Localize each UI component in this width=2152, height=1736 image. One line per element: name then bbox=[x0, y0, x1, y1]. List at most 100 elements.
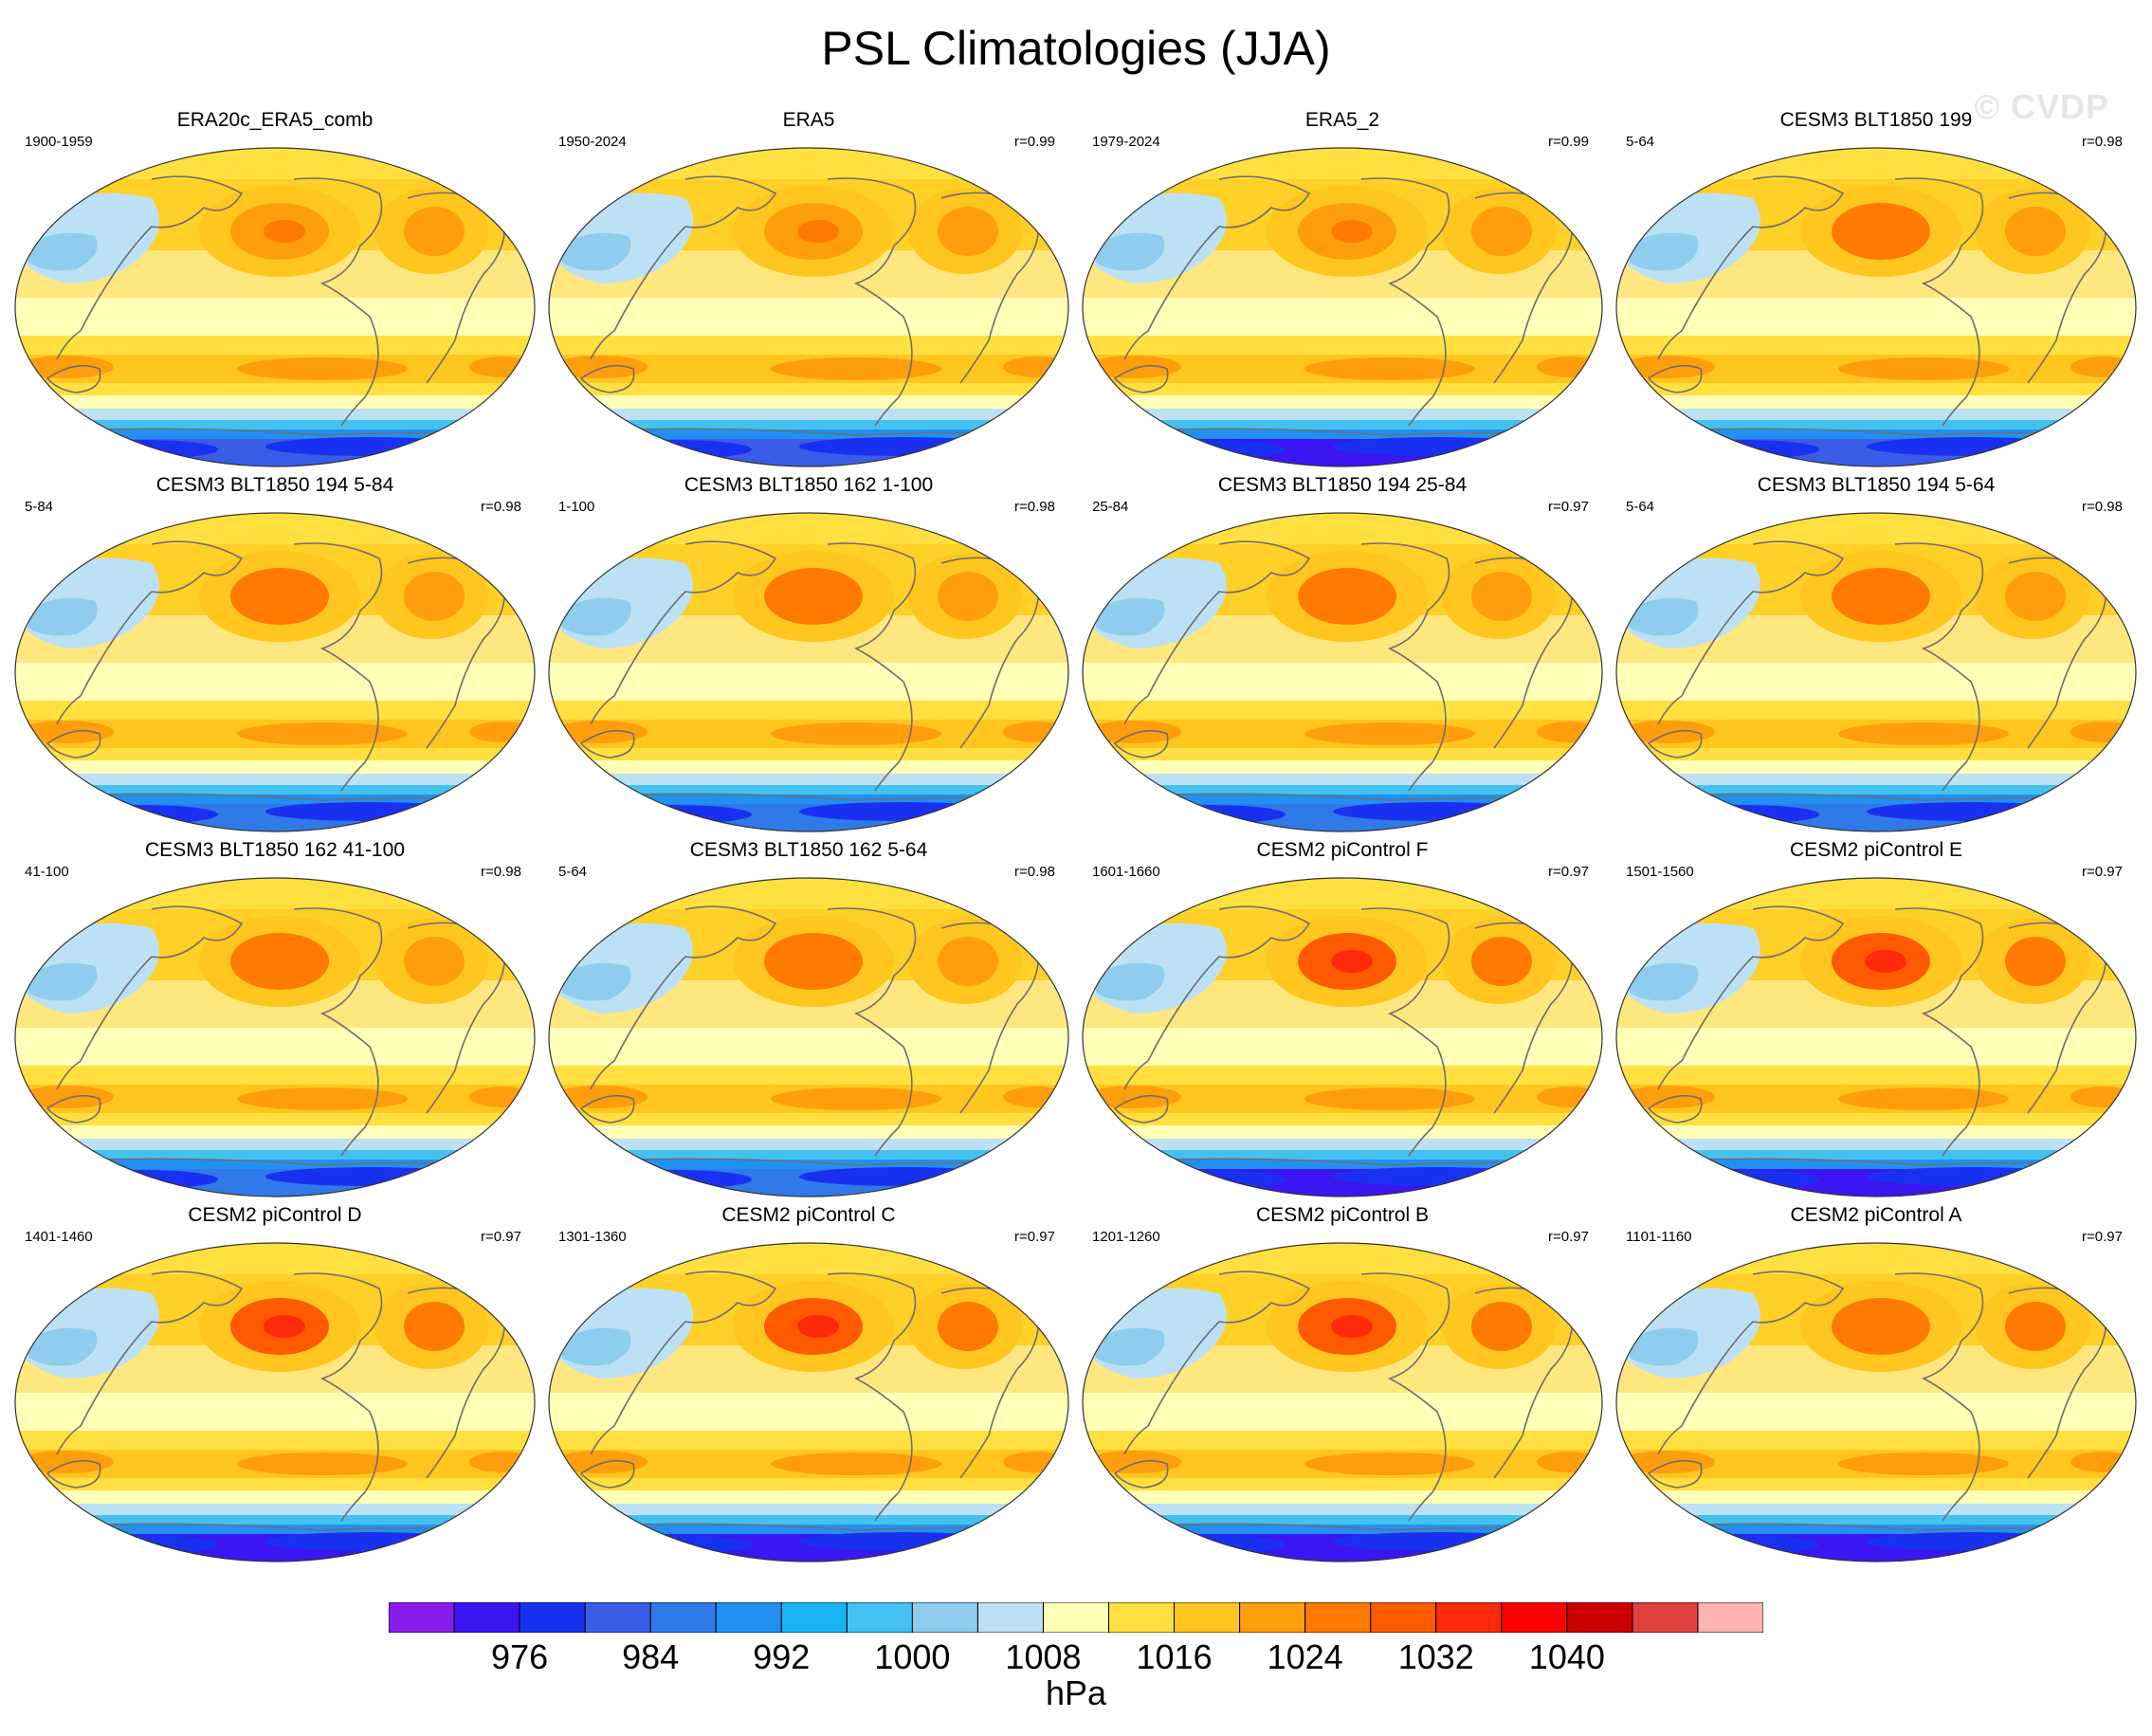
panel-title: CESM3 BLT1850 194 5-64 bbox=[1757, 474, 1996, 496]
panel-pattern-correlation: r=0.99 bbox=[1014, 134, 1055, 150]
map-panel: ERA20c_ERA5_comb 1900-1959 bbox=[9, 109, 540, 481]
colorbar-swatch bbox=[780, 1602, 848, 1633]
panel-pattern-correlation: r=0.98 bbox=[481, 864, 521, 880]
psl-map bbox=[14, 877, 536, 1197]
colorbar-tick-label: 1024 bbox=[1267, 1637, 1343, 1676]
map-panel: CESM3 BLT1850 194 5-64 5-64 r=0.98 bbox=[1611, 474, 2142, 846]
colorbar-tick-label: 984 bbox=[622, 1637, 680, 1676]
panel-year-range: 1401-1460 bbox=[25, 1229, 93, 1245]
panel-year-range: 5-84 bbox=[25, 499, 54, 515]
panel-year-range: 1950-2024 bbox=[558, 134, 627, 150]
panel-title: ERA5_2 bbox=[1304, 109, 1380, 131]
map-panel: CESM3 BLT1850 194 25-84 25-84 r=0.97 bbox=[1077, 474, 1608, 846]
panel-title: ERA5 bbox=[782, 109, 835, 131]
panel-year-range: 25-84 bbox=[1092, 499, 1129, 515]
psl-map bbox=[1615, 877, 2137, 1197]
panel-year-range: 1101-1160 bbox=[1626, 1229, 1692, 1245]
colorbar-swatch bbox=[584, 1602, 651, 1633]
map-panel: CESM2 piControl A 1101-1160 r=0.97 bbox=[1611, 1204, 2142, 1576]
panel-pattern-correlation: r=0.97 bbox=[481, 1229, 521, 1245]
panel-title: CESM2 piControl E bbox=[1789, 839, 1963, 861]
panel-pattern-correlation: r=0.98 bbox=[2082, 499, 2123, 515]
panel-year-range: 1601-1660 bbox=[1092, 864, 1160, 880]
colorbar-tick-label: 992 bbox=[753, 1637, 811, 1676]
colorbar-tick-label: 1040 bbox=[1528, 1637, 1605, 1676]
colorbar-swatch bbox=[976, 1602, 1044, 1633]
psl-map bbox=[548, 1242, 1069, 1562]
panel-title: CESM3 BLT1850 162 1-100 bbox=[684, 474, 934, 496]
panel-year-range: 5-64 bbox=[1626, 499, 1655, 515]
panel-title: CESM2 piControl B bbox=[1255, 1204, 1430, 1226]
panel-title: CESM3 BLT1850 162 41-100 bbox=[145, 839, 405, 861]
panel-title: CESM3 BLT1850 194 5-84 bbox=[155, 474, 394, 496]
panel-title: CESM3 BLT1850 199 bbox=[1779, 109, 1973, 131]
colorbar-swatch bbox=[1501, 1602, 1568, 1633]
map-panel: CESM3 BLT1850 162 41-100 41-100 r=0.98 bbox=[9, 839, 540, 1211]
panel-pattern-correlation: r=0.98 bbox=[1014, 864, 1055, 880]
colorbar-tick-label: 1000 bbox=[874, 1637, 951, 1676]
colorbar-tick-label: 1008 bbox=[1005, 1637, 1082, 1676]
panel-pattern-correlation: r=0.98 bbox=[481, 499, 521, 515]
colorbar-tick-label: 976 bbox=[491, 1637, 549, 1676]
panel-title: ERA20c_ERA5_comb bbox=[176, 109, 374, 131]
psl-map bbox=[548, 877, 1069, 1197]
panel-pattern-correlation: r=0.97 bbox=[1548, 1229, 1589, 1245]
panel-pattern-correlation: r=0.97 bbox=[2082, 1229, 2123, 1245]
colorbar-units: hPa bbox=[1045, 1673, 1107, 1712]
map-panel: ERA5_2 1979-2024 r=0.99 bbox=[1077, 109, 1608, 481]
map-panel: CESM2 piControl D 1401-1460 r=0.97 bbox=[9, 1204, 540, 1576]
panel-year-range: 41-100 bbox=[25, 864, 69, 880]
psl-map bbox=[14, 1242, 536, 1562]
map-panel: CESM2 piControl B 1201-1260 r=0.97 bbox=[1077, 1204, 1608, 1576]
map-panel: CESM2 piControl F 1601-1660 r=0.97 bbox=[1077, 839, 1608, 1211]
map-panel: CESM2 piControl E 1501-1560 r=0.97 bbox=[1611, 839, 2142, 1211]
colorbar-swatch bbox=[1435, 1602, 1503, 1633]
psl-map bbox=[548, 512, 1069, 832]
panel-pattern-correlation: r=0.98 bbox=[2082, 134, 2123, 150]
psl-map bbox=[1082, 1242, 1603, 1562]
colorbar-swatch bbox=[1566, 1602, 1633, 1633]
psl-map bbox=[548, 147, 1069, 467]
figure-title: PSL Climatologies (JJA) bbox=[821, 22, 1331, 75]
panel-title: CESM2 piControl C bbox=[721, 1204, 896, 1226]
panel-year-range: 1900-1959 bbox=[25, 134, 93, 150]
psl-map bbox=[1615, 147, 2137, 467]
panel-year-range: 1201-1260 bbox=[1092, 1229, 1160, 1245]
map-panel: CESM2 piControl C 1301-1360 r=0.97 bbox=[543, 1204, 1074, 1576]
colorbar-swatch bbox=[1304, 1602, 1372, 1633]
colorbar-swatch bbox=[453, 1602, 520, 1633]
psl-map bbox=[1082, 512, 1603, 832]
map-panel: CESM3 BLT1850 162 5-64 5-64 r=0.98 bbox=[543, 839, 1074, 1211]
colorbar-swatch bbox=[389, 1602, 455, 1633]
panel-title: CESM2 piControl A bbox=[1790, 1204, 1962, 1226]
psl-map bbox=[1615, 512, 2137, 832]
colorbar-tick-label: 1016 bbox=[1136, 1637, 1213, 1676]
colorbar-swatch bbox=[1108, 1602, 1176, 1633]
panel-title: CESM2 piControl D bbox=[188, 1204, 362, 1226]
colorbar-swatch bbox=[715, 1602, 782, 1633]
colorbar-swatch bbox=[1239, 1602, 1306, 1633]
colorbar-swatch bbox=[1632, 1602, 1699, 1633]
psl-map bbox=[1082, 877, 1603, 1197]
colorbar bbox=[389, 1602, 1763, 1633]
panel-pattern-correlation: r=0.97 bbox=[1014, 1229, 1055, 1245]
panel-title: CESM3 BLT1850 194 25-84 bbox=[1217, 474, 1468, 496]
colorbar-swatch bbox=[1042, 1602, 1110, 1633]
panel-pattern-correlation: r=0.97 bbox=[1548, 499, 1589, 515]
panel-pattern-correlation: r=0.99 bbox=[1548, 134, 1589, 150]
colorbar-swatch bbox=[1697, 1602, 1763, 1633]
colorbar-tick-label: 1032 bbox=[1397, 1637, 1474, 1676]
panel-title: CESM2 piControl F bbox=[1256, 839, 1429, 861]
panel-year-range: 1301-1360 bbox=[558, 1229, 627, 1245]
panel-year-range: 1979-2024 bbox=[1092, 134, 1160, 150]
colorbar-swatch bbox=[649, 1602, 717, 1633]
cvdp-watermark: © CVDP bbox=[1974, 87, 2109, 126]
panel-year-range: 1-100 bbox=[558, 499, 595, 515]
colorbar-swatch bbox=[1174, 1602, 1241, 1633]
panel-pattern-correlation: r=0.97 bbox=[1548, 864, 1589, 880]
psl-map bbox=[14, 147, 536, 467]
colorbar-swatch bbox=[519, 1602, 586, 1633]
panel-year-range: 5-64 bbox=[1626, 134, 1655, 150]
panel-title: CESM3 BLT1850 162 5-64 bbox=[689, 839, 928, 861]
panel-year-range: 1501-1560 bbox=[1626, 864, 1694, 880]
